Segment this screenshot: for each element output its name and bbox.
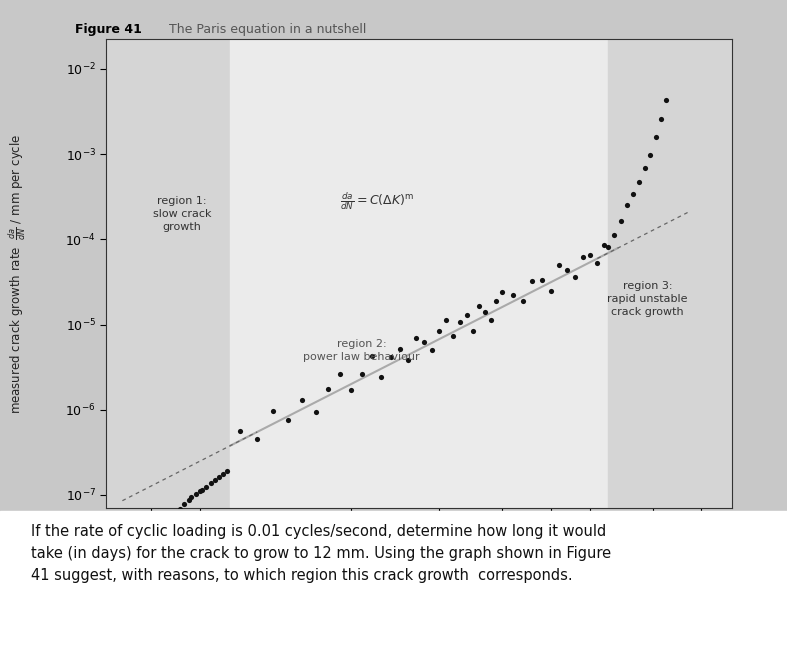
Point <box>205 478 217 488</box>
Point <box>473 301 486 311</box>
Point <box>447 331 460 341</box>
Point <box>161 518 173 529</box>
Point <box>418 337 430 348</box>
Point <box>561 264 574 275</box>
Point <box>633 176 645 187</box>
Point <box>516 296 529 306</box>
Point <box>454 316 467 327</box>
Point <box>166 512 179 522</box>
Point <box>577 252 589 262</box>
Point <box>384 352 397 362</box>
Point <box>496 286 508 297</box>
Bar <box>231 39 608 508</box>
Point <box>234 425 246 436</box>
Point <box>200 481 212 492</box>
Point <box>660 95 672 105</box>
Bar <box>608 39 732 508</box>
X-axis label: stress intensity factor range $\Delta K$/MPa m$^{\,\frac{1}{2}}$: stress intensity factor range $\Delta K$… <box>294 537 545 557</box>
Point <box>608 230 621 240</box>
Point <box>638 163 651 173</box>
Bar <box>106 39 231 508</box>
Point <box>183 495 195 505</box>
Point <box>216 469 229 480</box>
Point <box>615 215 627 226</box>
Point <box>485 314 497 325</box>
Text: Figure 41: Figure 41 <box>75 23 142 36</box>
Point <box>433 326 445 336</box>
Text: measured crack growth rate  $\frac{da}{dN}$ / mm per cycle: measured crack growth rate $\frac{da}{dN… <box>6 133 28 413</box>
Point <box>545 286 557 296</box>
Text: If the rate of cyclic loading is 0.01 cycles/second, determine how long it would: If the rate of cyclic loading is 0.01 cy… <box>31 524 611 583</box>
Point <box>196 485 209 495</box>
Point <box>375 372 388 382</box>
Point <box>410 333 423 343</box>
Text: region 1:
slow crack
growth: region 1: slow crack growth <box>153 195 211 232</box>
Point <box>158 518 171 528</box>
Point <box>178 499 190 509</box>
Point <box>402 355 415 365</box>
Point <box>185 492 198 503</box>
Point <box>601 242 614 252</box>
Point <box>584 250 597 260</box>
Point <box>209 475 221 486</box>
Point <box>655 114 667 124</box>
Point <box>148 527 161 538</box>
Point <box>440 315 453 326</box>
Point <box>145 536 157 546</box>
Point <box>478 307 491 317</box>
Point <box>267 406 279 416</box>
Point <box>394 344 406 354</box>
Point <box>334 369 346 380</box>
Point <box>506 290 519 300</box>
Text: $\frac{da}{dN}$$=C(\Delta K)^{\mathrm{m}}$: $\frac{da}{dN}$$=C(\Delta K)^{\mathrm{m}… <box>340 190 414 212</box>
Point <box>296 395 309 406</box>
Point <box>649 132 662 142</box>
Point <box>598 240 611 250</box>
Point <box>345 385 357 395</box>
Point <box>173 504 186 514</box>
Point <box>190 488 202 499</box>
Point <box>282 415 294 426</box>
Text: region 2:
power law behaviour: region 2: power law behaviour <box>303 339 420 362</box>
Point <box>535 275 548 285</box>
Point <box>426 344 438 355</box>
Point <box>490 296 503 307</box>
Point <box>621 200 634 210</box>
Point <box>220 466 233 477</box>
Point <box>460 310 473 320</box>
Point <box>644 150 656 160</box>
Point <box>526 276 538 286</box>
Text: region 3:
rapid unstable
crack growth: region 3: rapid unstable crack growth <box>607 281 688 317</box>
Point <box>467 326 479 336</box>
Point <box>591 258 604 268</box>
Point <box>569 271 582 282</box>
Point <box>552 260 565 270</box>
Point <box>322 384 334 395</box>
Point <box>365 352 378 362</box>
Point <box>153 521 166 531</box>
Point <box>626 189 639 199</box>
Point <box>355 369 368 380</box>
Point <box>171 508 183 518</box>
Point <box>251 434 264 444</box>
Point <box>309 407 322 417</box>
Point <box>212 472 225 482</box>
Text: The Paris equation in a nutshell: The Paris equation in a nutshell <box>169 23 367 36</box>
Point <box>194 486 206 496</box>
